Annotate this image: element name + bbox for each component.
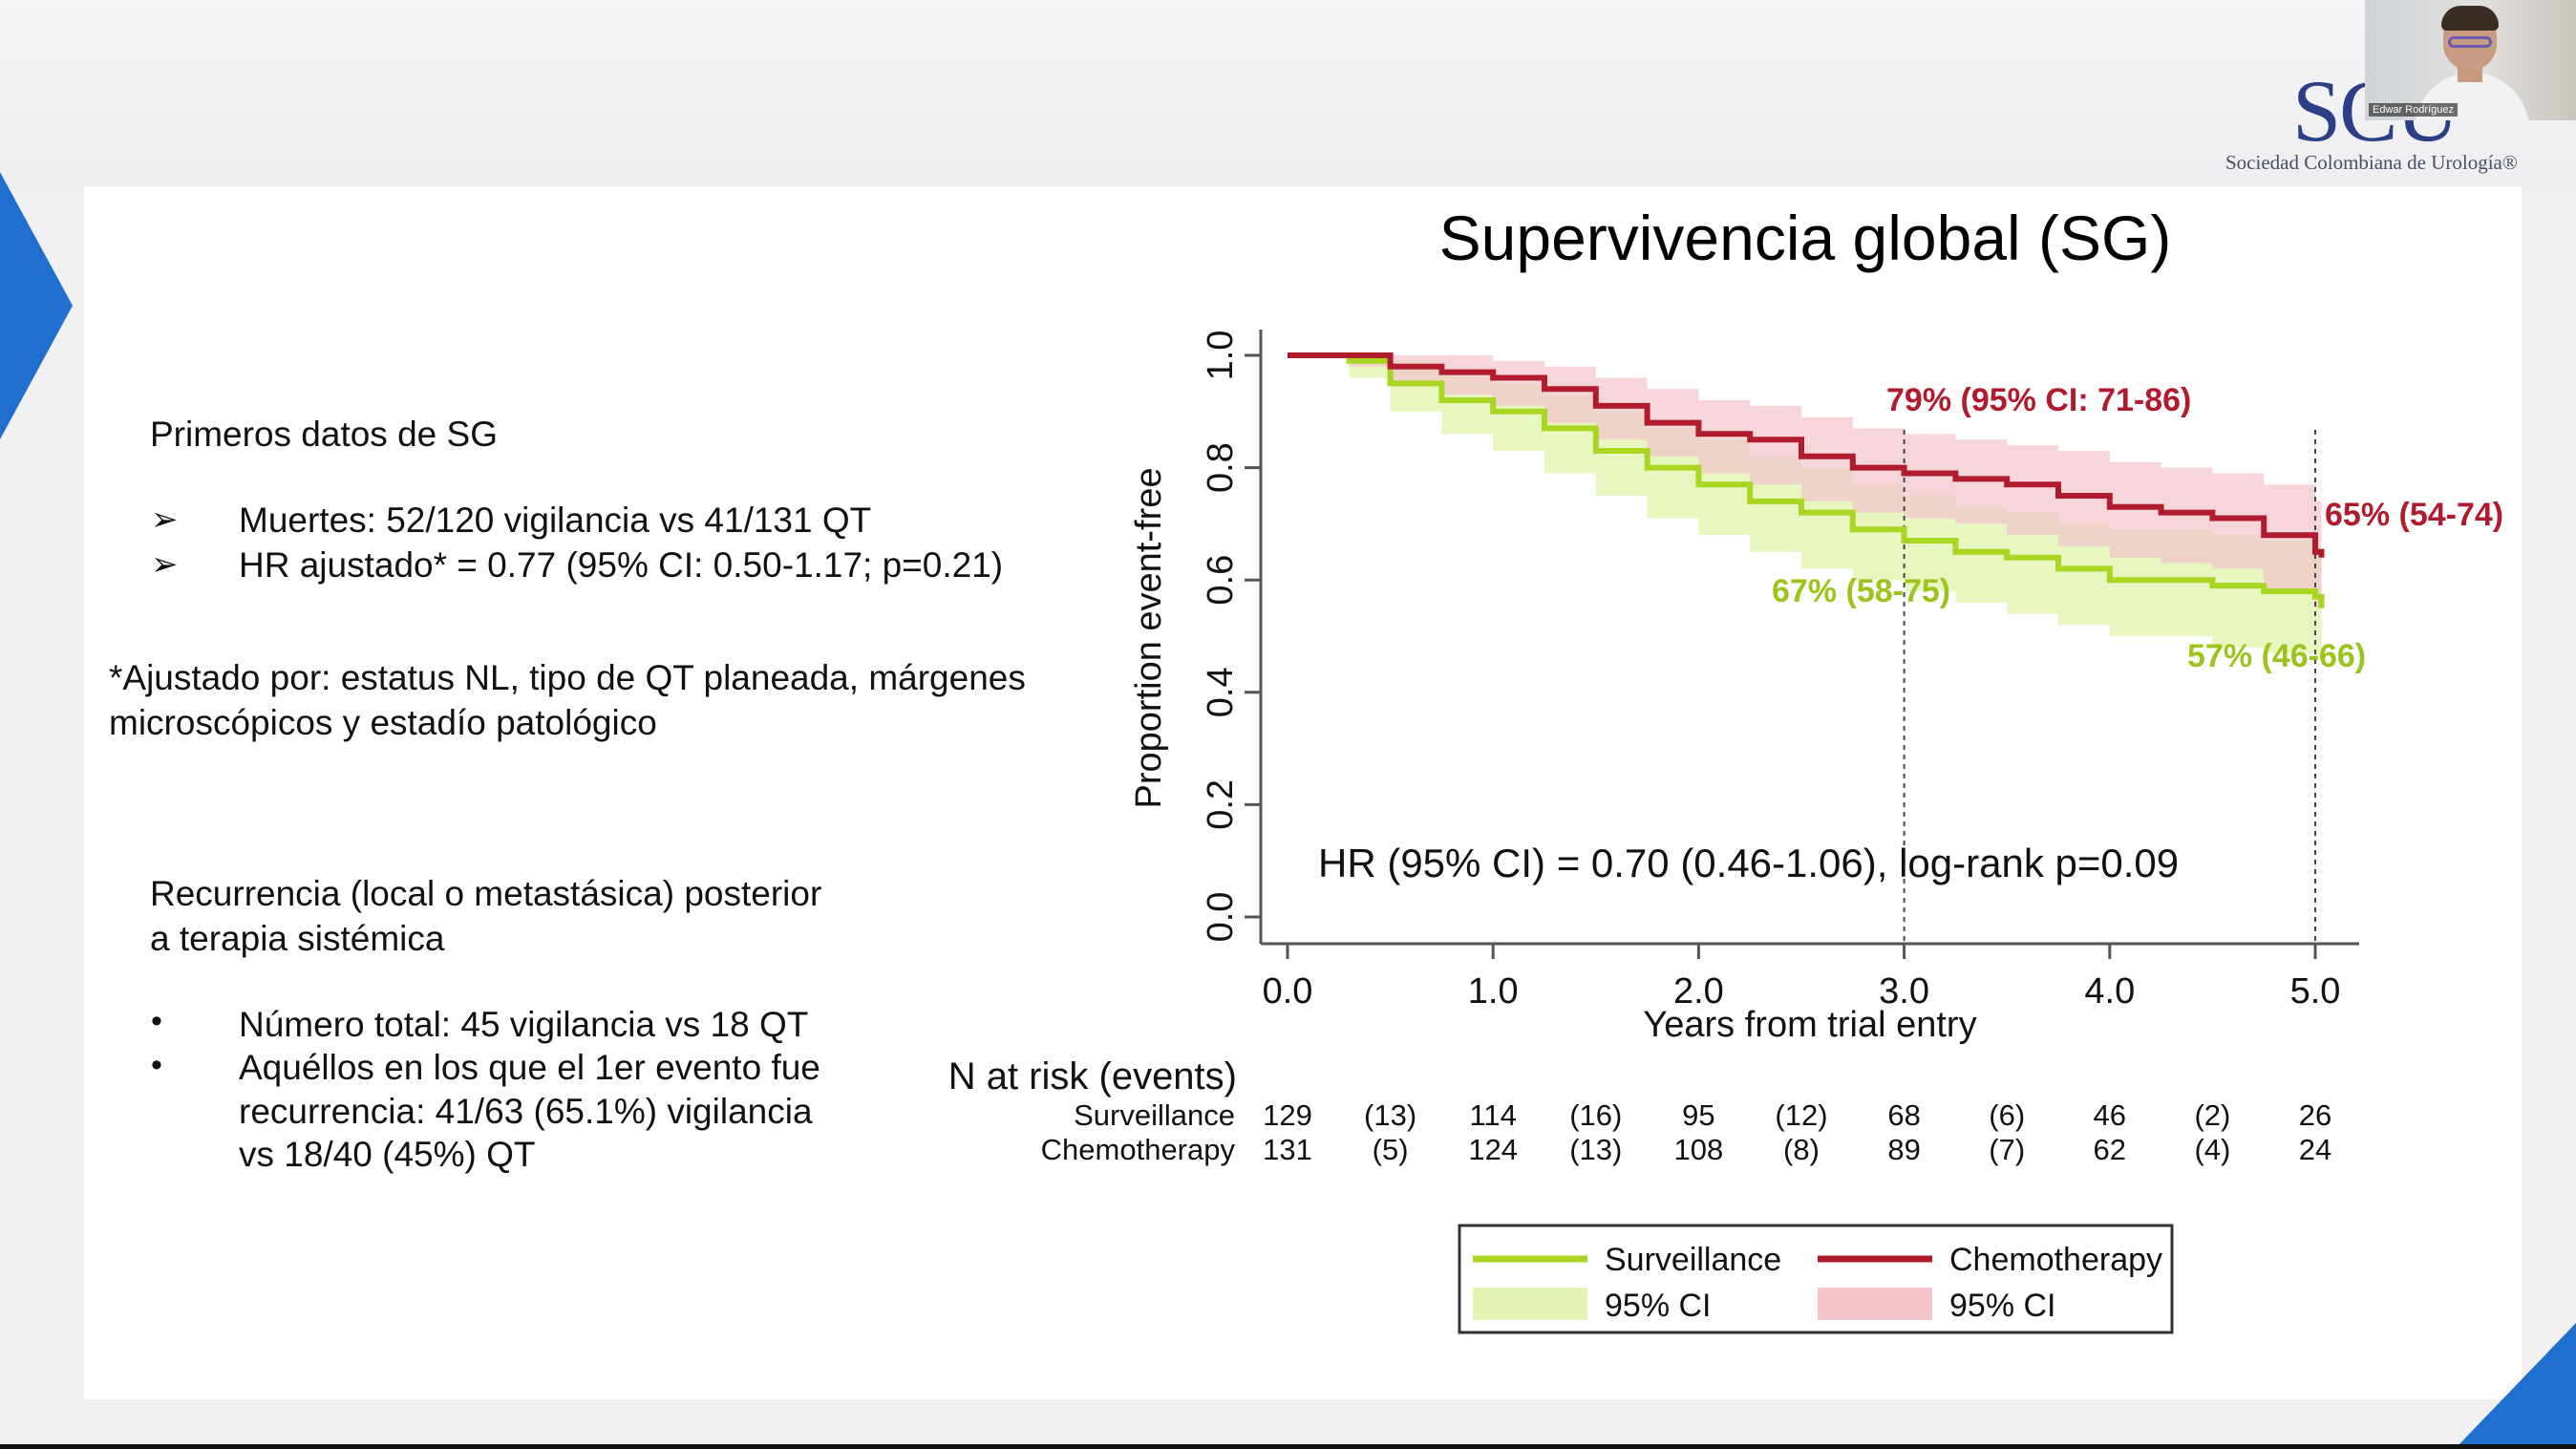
legend-swatch-fill — [1473, 1288, 1587, 1320]
footnote-line-2: microscópicos y estadío patológico — [109, 703, 657, 742]
legend-swatch-fill — [1818, 1288, 1932, 1320]
risk-value: 114 — [1469, 1098, 1516, 1132]
blue-corner-shape — [2455, 1323, 2576, 1449]
top-band — [0, 0, 2576, 191]
risk-value: 24 — [2299, 1133, 2331, 1166]
survival-annotation: 67% (58-75) — [1772, 573, 1950, 609]
heading-recurrencia-1: Recurrencia (local o metastásica) poster… — [150, 874, 822, 913]
x-tick-label: 2.0 — [1673, 971, 1724, 1012]
risk-value: 108 — [1674, 1133, 1724, 1166]
slide-canvas — [84, 186, 2522, 1399]
logo-subtitle: Sociedad Colombiana de Urología® — [2225, 151, 2518, 174]
risk-row-label: Surveillance — [1074, 1098, 1235, 1132]
risk-value: (4) — [2194, 1133, 2230, 1166]
y-tick-label: 0.8 — [1201, 442, 1241, 493]
person-hair — [2441, 6, 2499, 31]
bullet-aquellos-3: vs 18/40 (45%) QT — [239, 1135, 536, 1174]
curve-surveillance — [1288, 352, 2325, 608]
footnote-line-1: *Ajustado por: estatus NL, tipo de QT pl… — [109, 658, 1026, 697]
risk-value: 89 — [1887, 1133, 1920, 1166]
dot-bullet-icon: • — [151, 1003, 162, 1039]
risk-value: (13) — [1569, 1133, 1622, 1166]
survival-annotation: 57% (46-66) — [2187, 638, 2366, 674]
y-tick-label: 1.0 — [1201, 330, 1241, 381]
blue-chevron-shape — [0, 172, 73, 439]
risk-row-label: Chemotherapy — [1041, 1133, 1236, 1166]
dot-bullet-icon: • — [151, 1047, 162, 1083]
risk-value: 26 — [2299, 1098, 2331, 1132]
person-glasses — [2448, 36, 2492, 48]
x-tick-label: 1.0 — [1468, 971, 1519, 1012]
bullet-hr-ajustado: HR ajustado* = 0.77 (95% CI: 0.50-1.17; … — [239, 545, 1004, 585]
chart-plot-area: 0.0 1.0 2.0 3.0 4.0 5.0 0.0 0.2 0.4 0.6 0.8 1.0 Year… — [948, 330, 2503, 1334]
risk-value: 95 — [1682, 1098, 1714, 1132]
risk-value: (6) — [1989, 1098, 2025, 1132]
arrow-bullet-icon: ➢ — [151, 501, 179, 538]
risk-value: 68 — [1887, 1098, 1920, 1132]
survival-annotation: 65% (54-74) — [2325, 497, 2503, 533]
heading-primeros-datos: Primeros datos de SG — [150, 415, 498, 454]
risk-value: 124 — [1468, 1133, 1518, 1166]
risk-table-title: N at risk (events) — [948, 1055, 1237, 1097]
risk-value: (16) — [1569, 1098, 1622, 1132]
risk-value: 62 — [2094, 1133, 2126, 1166]
bullet-aquellos-1: Aquéllos en los que el 1er evento fue — [239, 1048, 820, 1087]
webcam-name-label: Edwar Rodríguez — [2369, 103, 2458, 117]
survival-annotation: 79% (95% CI: 71-86) — [1886, 382, 2191, 418]
y-tick-label: 0.6 — [1201, 555, 1241, 606]
risk-value: (12) — [1775, 1098, 1827, 1132]
x-axis-label: Years from trial entry — [1643, 1005, 1976, 1045]
legend-label: 95% CI — [1949, 1288, 2056, 1324]
legend-label: Surveillance — [1605, 1242, 1781, 1278]
legend-label: 95% CI — [1605, 1288, 1712, 1324]
legend-label: Chemotherapy — [1949, 1242, 2162, 1278]
bullet-numero-total: Número total: 45 vigilancia vs 18 QT — [239, 1005, 809, 1044]
chart-title: Supervivencia global (SG) — [1439, 202, 2172, 273]
heading-recurrencia-2: a terapia sistémica — [150, 919, 445, 958]
y-axis-label: Proportion event-free — [1129, 468, 1169, 809]
x-tick-label: 4.0 — [2084, 971, 2135, 1012]
webcam-thumbnail[interactable]: Edwar Rodríguez — [2365, 0, 2576, 120]
risk-value: (8) — [1783, 1133, 1820, 1166]
risk-value: 129 — [1263, 1098, 1312, 1132]
x-tick-label: 3.0 — [1879, 971, 1929, 1012]
risk-value: 131 — [1263, 1133, 1312, 1166]
curve-chemotherapy — [1288, 352, 2325, 558]
hr-annotation: HR (95% CI) = 0.70 (0.46-1.06), log-rank… — [1318, 841, 2179, 885]
bullet-aquellos-2: recurrencia: 41/63 (65.1%) vigilancia — [239, 1092, 813, 1131]
risk-value: (2) — [2194, 1098, 2230, 1132]
y-tick-label: 0.2 — [1201, 779, 1241, 830]
risk-value: 46 — [2094, 1098, 2126, 1132]
bullet-muertes: Muertes: 52/120 vigilancia vs 41/131 QT — [239, 501, 872, 540]
y-tick-label: 0.4 — [1201, 667, 1241, 717]
arrow-bullet-icon: ➢ — [151, 546, 179, 583]
risk-value: (13) — [1364, 1098, 1416, 1132]
risk-value: (7) — [1989, 1133, 2025, 1166]
y-tick-label: 0.0 — [1201, 892, 1241, 943]
risk-value: (5) — [1373, 1133, 1409, 1166]
bottom-border — [0, 1444, 2576, 1449]
x-tick-label: 5.0 — [2290, 971, 2341, 1012]
x-tick-label: 0.0 — [1263, 971, 1313, 1012]
